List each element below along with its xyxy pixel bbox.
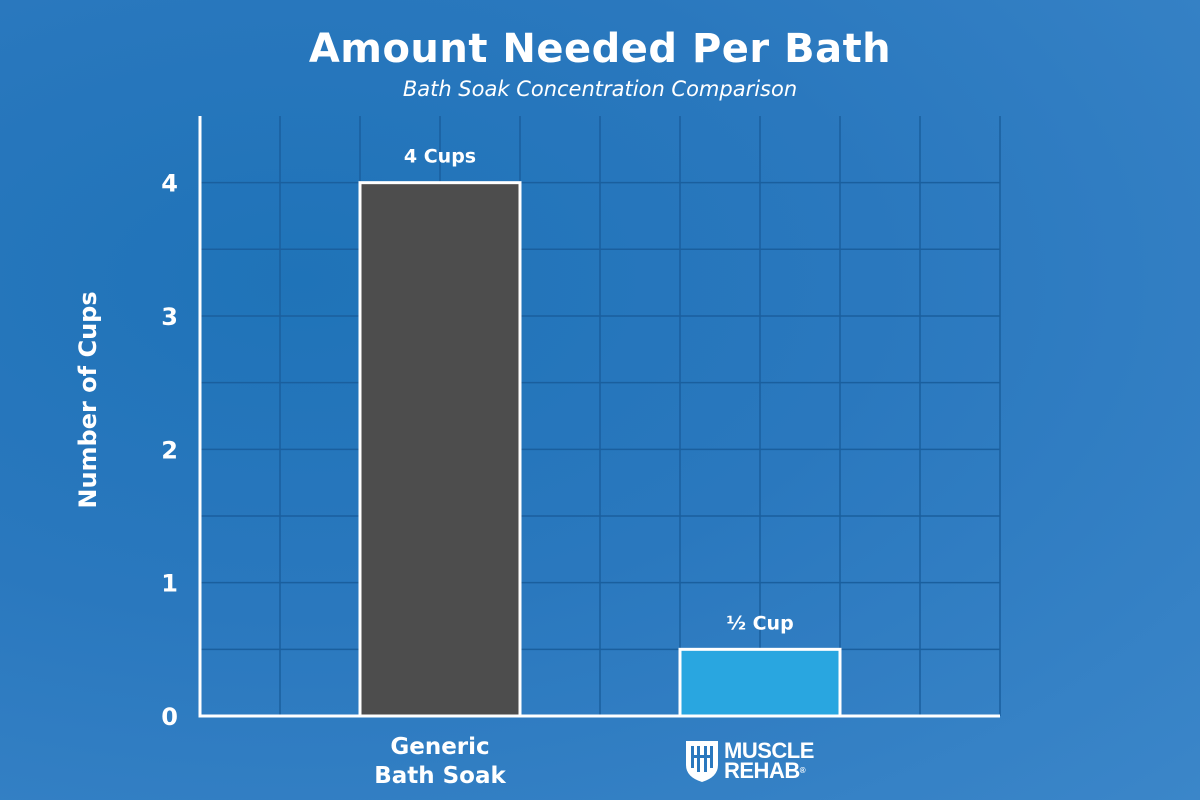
y-tick-label: 0: [161, 703, 178, 731]
logo-text-line1: MUSCLE: [724, 738, 814, 763]
muscle-rehab-shield-logo-icon: [686, 741, 718, 782]
y-tick-label: 4: [161, 170, 178, 198]
data-label: 4 Cups: [404, 146, 476, 168]
category-label-generic: Generic Bath Soak: [320, 733, 560, 791]
y-tick-label: 3: [161, 303, 178, 331]
data-label: ½ Cup: [726, 612, 793, 634]
category-label-generic-line1: Generic: [390, 734, 490, 760]
logo-text-line2: REHAB®: [724, 758, 806, 783]
muscle-rehab-logo: MUSCLE REHAB®: [684, 738, 844, 784]
category-label-generic-line2: Bath Soak: [374, 763, 506, 789]
chart-title: Amount Needed Per Bath: [308, 26, 892, 72]
bar-generic-bath-soak: [358, 181, 522, 718]
bar-muscle-rehab: [678, 647, 842, 718]
chart-subtitle: Bath Soak Concentration Comparison: [402, 77, 798, 101]
y-tick-label: 1: [161, 570, 178, 598]
y-tick-label: 2: [161, 436, 178, 464]
